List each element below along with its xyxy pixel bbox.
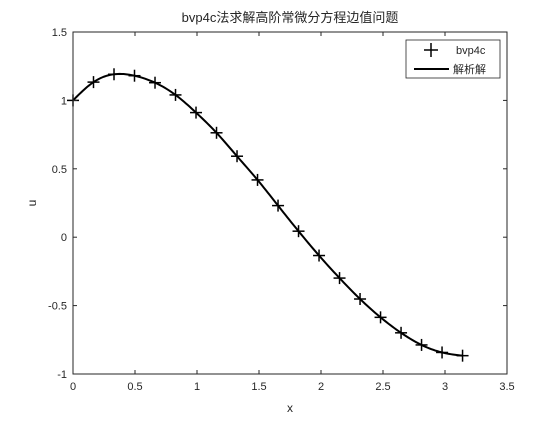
y-tick-label: 0 xyxy=(61,232,67,244)
x-tick-label: 2.5 xyxy=(375,381,390,393)
x-tick-label: 0.5 xyxy=(127,381,142,393)
x-axis-label: x xyxy=(287,401,293,415)
bvp4c-point xyxy=(292,225,305,238)
bvp4c-point xyxy=(87,76,100,89)
bvp4c-point xyxy=(313,249,326,262)
legend-label-analytic: 解析解 xyxy=(453,62,486,76)
bvp4c-point xyxy=(333,272,346,285)
chart-title: bvp4c法求解高阶常微分方程边值问题 xyxy=(182,10,399,25)
bvp4c-point xyxy=(231,150,244,163)
plot-area xyxy=(73,32,507,374)
y-tick-label: 1 xyxy=(61,95,67,107)
bvp4c-point xyxy=(108,68,121,81)
legend-box xyxy=(405,39,501,79)
bvp4c-point xyxy=(456,349,469,362)
x-tick-label: 1.5 xyxy=(251,381,266,393)
ticks-layer: 0 0.5 1 1.5 2 2.5 3 3.5 -1 -0.5 0 0.5 1 1.5 xyxy=(48,27,515,393)
bvp4c-point xyxy=(272,199,285,212)
bvp4c-point xyxy=(251,173,264,186)
legend-marker-bvp4c xyxy=(424,43,438,57)
bvp4c-point xyxy=(128,69,141,82)
y-tick-label: 0.5 xyxy=(52,164,67,176)
y-tick-label: -0.5 xyxy=(48,301,67,313)
y-tick-label: 1.5 xyxy=(52,27,67,39)
x-tick-label: 2 xyxy=(318,381,324,393)
bvp4c-point xyxy=(395,326,408,339)
x-tick-label: 3 xyxy=(442,381,448,393)
bvp4c-point xyxy=(210,126,223,139)
bvp4c-point xyxy=(190,106,203,119)
bvp4c-point xyxy=(415,338,428,351)
x-tick-label: 1 xyxy=(194,381,200,393)
y-axis-label: u xyxy=(25,200,39,207)
series-layer xyxy=(67,68,469,362)
bvp4c-point xyxy=(436,346,449,359)
bvp4c-point xyxy=(149,76,162,89)
series-line-analytic xyxy=(72,72,463,357)
x-tick-label: 3.5 xyxy=(499,381,514,393)
axes-box xyxy=(72,31,508,375)
legend-label-bvp4c: bvp4c xyxy=(456,45,486,57)
legend: bvp4c 解析解 xyxy=(405,39,501,79)
bvp4c-point xyxy=(374,311,387,324)
bvp4c-point xyxy=(354,293,367,306)
bvp4c-point xyxy=(169,88,182,101)
y-tick-label: -1 xyxy=(57,369,67,381)
x-tick-label: 0 xyxy=(70,381,76,393)
